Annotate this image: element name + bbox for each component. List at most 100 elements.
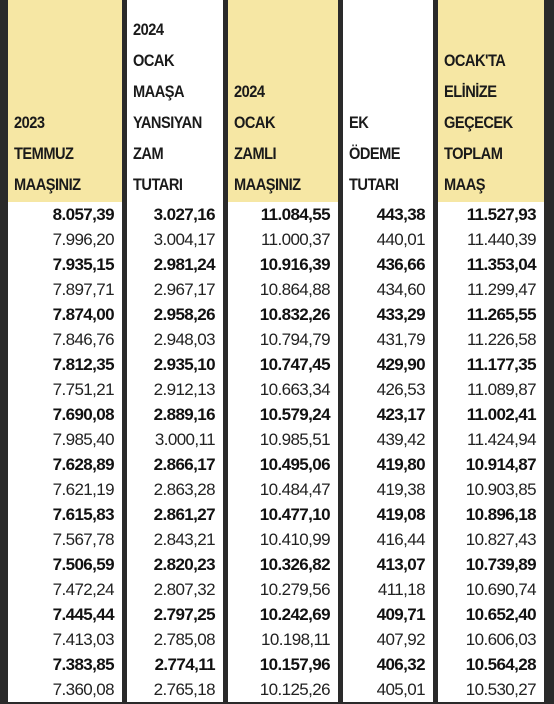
cell-box: 3.004,17 — [127, 227, 223, 252]
table-cell: 11.089,87 — [467, 380, 537, 399]
table-cell: 2.981,24 — [153, 255, 216, 274]
table-cell: 411,18 — [377, 580, 426, 599]
table-cell: 10.914,87 — [465, 455, 537, 474]
header-line: MAAŞA — [133, 82, 185, 101]
table-cell: 11.424,94 — [467, 430, 537, 449]
cell-box: 439,42 — [343, 427, 433, 452]
table-cell: 11.299,47 — [467, 280, 537, 299]
cell-box: 10.896,18 — [438, 502, 544, 527]
cell-box: 10.157,96 — [228, 652, 338, 677]
cell-box: 2.935,10 — [127, 352, 223, 377]
table-cell: 10.410,99 — [259, 530, 331, 549]
header-line: 2024 — [234, 82, 265, 101]
table-cell: 3.000,11 — [154, 430, 216, 449]
table-cell: 419,08 — [376, 505, 426, 524]
table-cell: 10.484,47 — [259, 480, 331, 499]
table-cell: 2.807,32 — [153, 580, 216, 599]
table-cell: 11.226,58 — [467, 330, 537, 349]
cell-box: 11.527,93 — [438, 202, 544, 227]
cell-box: 10.484,47 — [228, 477, 338, 502]
table-cell: 2.774,11 — [154, 655, 216, 674]
table-cell: 8.057,39 — [52, 205, 115, 224]
cell-box: 10.279,56 — [228, 577, 338, 602]
table-cell: 2.935,10 — [153, 355, 216, 374]
cell-box: 2.797,25 — [127, 602, 223, 627]
cell-box: 2.981,24 — [127, 252, 223, 277]
cell-box: 10.579,24 — [228, 402, 338, 427]
cell-box: 409,71 — [343, 602, 433, 627]
header-line: GEÇECEK — [444, 113, 513, 132]
cell-box: 2.866,17 — [127, 452, 223, 477]
cell-box: 10.747,45 — [228, 352, 338, 377]
cell-box: 416,44 — [343, 527, 433, 552]
cell-box: 10.690,74 — [438, 577, 544, 602]
cell-box: 11.226,58 — [438, 327, 544, 352]
table-cell: 11.440,39 — [467, 230, 537, 249]
table-cell: 7.690,08 — [52, 405, 115, 424]
table-cell: 7.996,20 — [52, 230, 115, 249]
cell-box: 7.621,19 — [8, 477, 122, 502]
header-line: ÖDEME — [349, 144, 401, 163]
table-cell: 11.002,41 — [466, 405, 537, 424]
cell-box: 11.424,94 — [438, 427, 544, 452]
table-cell: 416,44 — [376, 530, 426, 549]
column-header: EK ÖDEME TUTARI — [343, 0, 433, 202]
cell-box: 10.794,79 — [228, 327, 338, 352]
table-cell: 10.794,79 — [259, 330, 331, 349]
cell-box: 10.242,69 — [228, 602, 338, 627]
table-cell: 10.125,26 — [259, 680, 331, 699]
table-cell: 10.690,74 — [465, 580, 537, 599]
cell-box: 3.027,16 — [127, 202, 223, 227]
table-cell: 439,42 — [376, 430, 426, 449]
cell-box: 7.506,59 — [8, 552, 122, 577]
header-line: YANSIYAN — [133, 113, 202, 132]
cell-box: 10.903,85 — [438, 477, 544, 502]
cell-box: 7.472,24 — [8, 577, 122, 602]
table-cell: 2.967,17 — [153, 280, 216, 299]
cell-box: 431,79 — [343, 327, 433, 352]
table-cell: 3.004,17 — [153, 230, 216, 249]
cell-box: 10.125,26 — [228, 677, 338, 702]
column-header: 2024 OCAK ZAMLI MAAŞINIZ — [228, 0, 338, 202]
cell-box: 10.477,10 — [228, 502, 338, 527]
cell-box: 7.445,44 — [8, 602, 122, 627]
table-cell: 7.751,21 — [52, 380, 115, 399]
cell-box: 10.985,51 — [228, 427, 338, 452]
cell-box: 2.807,32 — [127, 577, 223, 602]
cell-box: 419,08 — [343, 502, 433, 527]
cell-box: 433,29 — [343, 302, 433, 327]
cell-box: 10.864,88 — [228, 277, 338, 302]
header-line: ELİNİZE — [444, 82, 497, 101]
table-cell: 10.477,10 — [259, 505, 331, 524]
cell-box: 11.000,37 — [228, 227, 338, 252]
cell-box: 7.628,89 — [8, 452, 122, 477]
cell-box: 10.827,43 — [438, 527, 544, 552]
table-cell: 2.863,28 — [153, 480, 216, 499]
table-cell: 7.985,40 — [52, 430, 115, 449]
column-header: 2023 TEMMUZ MAAŞINIZ — [8, 0, 122, 202]
table-cell: 10.326,82 — [259, 555, 331, 574]
header-line: 2023 — [14, 113, 45, 132]
cell-box: 7.413,03 — [8, 627, 122, 652]
table-cell: 11.527,93 — [466, 205, 537, 224]
cell-box: 426,53 — [343, 377, 433, 402]
column-header: 2024 OCAK MAAŞA YANSIYAN ZAM TUTARI — [127, 0, 223, 202]
table-cell: 407,92 — [376, 630, 426, 649]
table-cell: 2.889,16 — [153, 405, 216, 424]
cell-box: 7.690,08 — [8, 402, 122, 427]
table-cell: 429,90 — [376, 355, 426, 374]
cell-box: 10.326,82 — [228, 552, 338, 577]
cell-box: 10.530,27 — [438, 677, 544, 702]
table-cell: 436,66 — [376, 255, 426, 274]
table-cell: 7.413,03 — [52, 630, 115, 649]
table-cell: 409,71 — [376, 605, 426, 624]
table-cell: 419,38 — [376, 480, 426, 499]
cell-box: 419,38 — [343, 477, 433, 502]
cell-box: 7.935,15 — [8, 252, 122, 277]
table-cell: 10.747,45 — [259, 355, 331, 374]
header-line: EK — [349, 113, 369, 132]
table-cell: 2.843,21 — [153, 530, 216, 549]
table-cell: 2.958,26 — [153, 305, 216, 324]
table-cell: 10.495,06 — [259, 455, 331, 474]
